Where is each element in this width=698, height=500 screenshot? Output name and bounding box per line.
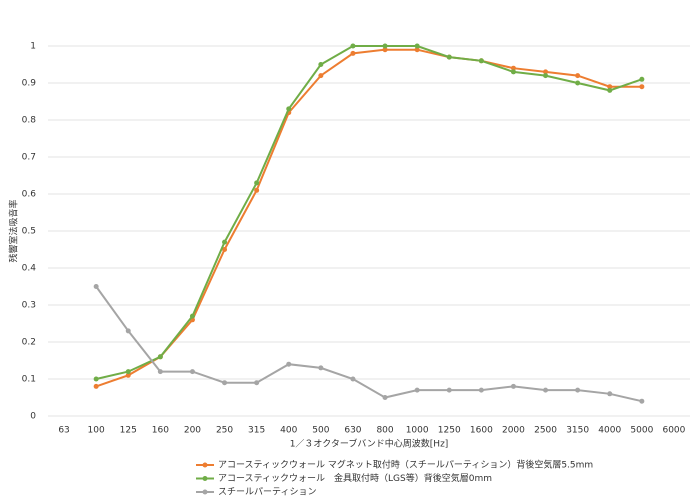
x-tick-label: 125 (120, 426, 137, 436)
data-point (575, 80, 581, 86)
legend-label: アコースティックウォール 金具取付時（LGS等）背後空気層0mm (218, 472, 492, 484)
y-tick-label: 1 (30, 42, 36, 52)
x-tick-label: 4000 (598, 426, 621, 436)
x-tick-label: 630 (344, 426, 361, 436)
data-point (639, 76, 645, 82)
data-point (478, 58, 484, 64)
data-point (318, 73, 324, 79)
x-tick-label: 1250 (438, 426, 461, 436)
data-point (382, 395, 388, 400)
x-tick-label: 2000 (502, 426, 525, 436)
data-point (543, 69, 549, 75)
data-point (607, 391, 613, 397)
legend-marker (202, 489, 208, 495)
x-tick-label: 1000 (406, 426, 429, 436)
data-point (318, 62, 324, 67)
data-point (510, 65, 516, 71)
data-point (318, 365, 324, 371)
x-tick-label: 100 (88, 426, 105, 436)
y-tick-label: 0.3 (22, 301, 36, 311)
x-tick-label: 160 (152, 426, 169, 436)
y-tick-label: 0.6 (22, 190, 37, 200)
data-point (414, 387, 420, 393)
data-point (478, 387, 484, 393)
data-point (93, 383, 99, 389)
data-point (446, 387, 452, 393)
series-line (95, 45, 643, 380)
data-point (286, 361, 292, 367)
x-tick-label: 250 (216, 426, 233, 436)
data-point (446, 54, 452, 60)
data-point (125, 372, 131, 378)
data-point (382, 43, 388, 49)
data-point (350, 43, 356, 49)
legend-marker (202, 476, 208, 481)
data-point (222, 239, 228, 245)
data-point (639, 84, 645, 90)
y-tick-label: 0.5 (22, 227, 36, 237)
data-point (639, 398, 645, 404)
x-tick-label: 500 (312, 426, 329, 436)
x-tick-label: 3150 (566, 426, 589, 436)
data-point (222, 380, 228, 386)
x-tick-label: 5000 (630, 426, 653, 436)
data-point (575, 73, 581, 79)
x-tick-label: 800 (376, 426, 393, 436)
data-point (607, 87, 613, 93)
data-point (543, 387, 549, 393)
data-point (607, 84, 613, 90)
legend-label: アコースティックウォール マグネット取付時（スチールパーティション）背後空気層5… (218, 459, 593, 471)
data-point (543, 73, 549, 79)
x-tick-label: 200 (184, 426, 201, 436)
x-axis-label: 1／３オクターブバンド中心周波数[Hz] (290, 438, 449, 450)
x-tick-label: 1600 (470, 426, 493, 436)
data-point (222, 247, 228, 252)
data-point (414, 47, 420, 53)
data-point (189, 313, 195, 319)
legend-label: スチールパーティション (218, 487, 316, 498)
data-point (350, 376, 356, 382)
data-point (575, 387, 581, 393)
data-point (93, 376, 99, 382)
y-tick-label: 0.7 (22, 153, 36, 163)
data-point (157, 369, 163, 375)
data-point (254, 380, 260, 386)
x-tick-label: 2500 (534, 426, 557, 436)
data-point (510, 69, 516, 75)
data-point (286, 106, 292, 112)
x-tick-label: 315 (248, 426, 265, 436)
data-point (414, 43, 420, 49)
series-line (95, 285, 643, 403)
y-tick-label: 0 (30, 412, 36, 422)
x-tick-label: 6000 (662, 426, 685, 436)
y-axis-label: 残響室法吸音率 (8, 199, 20, 262)
data-point (189, 369, 195, 375)
y-tick-label: 0.8 (22, 116, 37, 126)
data-point (254, 187, 260, 193)
data-point (254, 180, 260, 186)
y-tick-label: 0.2 (22, 338, 36, 348)
data-point (157, 354, 163, 360)
x-tick-label: 63 (58, 426, 69, 436)
y-tick-label: 0.4 (22, 264, 37, 274)
x-tick-label: 400 (280, 426, 297, 436)
data-point (125, 328, 131, 334)
legend-marker (202, 462, 208, 468)
y-tick-label: 0.1 (22, 375, 36, 385)
data-point (382, 47, 388, 53)
y-tick-label: 0.9 (22, 79, 37, 89)
data-point (350, 50, 356, 56)
series-line (95, 48, 642, 388)
data-point (510, 383, 516, 389)
data-point (125, 369, 131, 375)
data-point (93, 284, 99, 289)
